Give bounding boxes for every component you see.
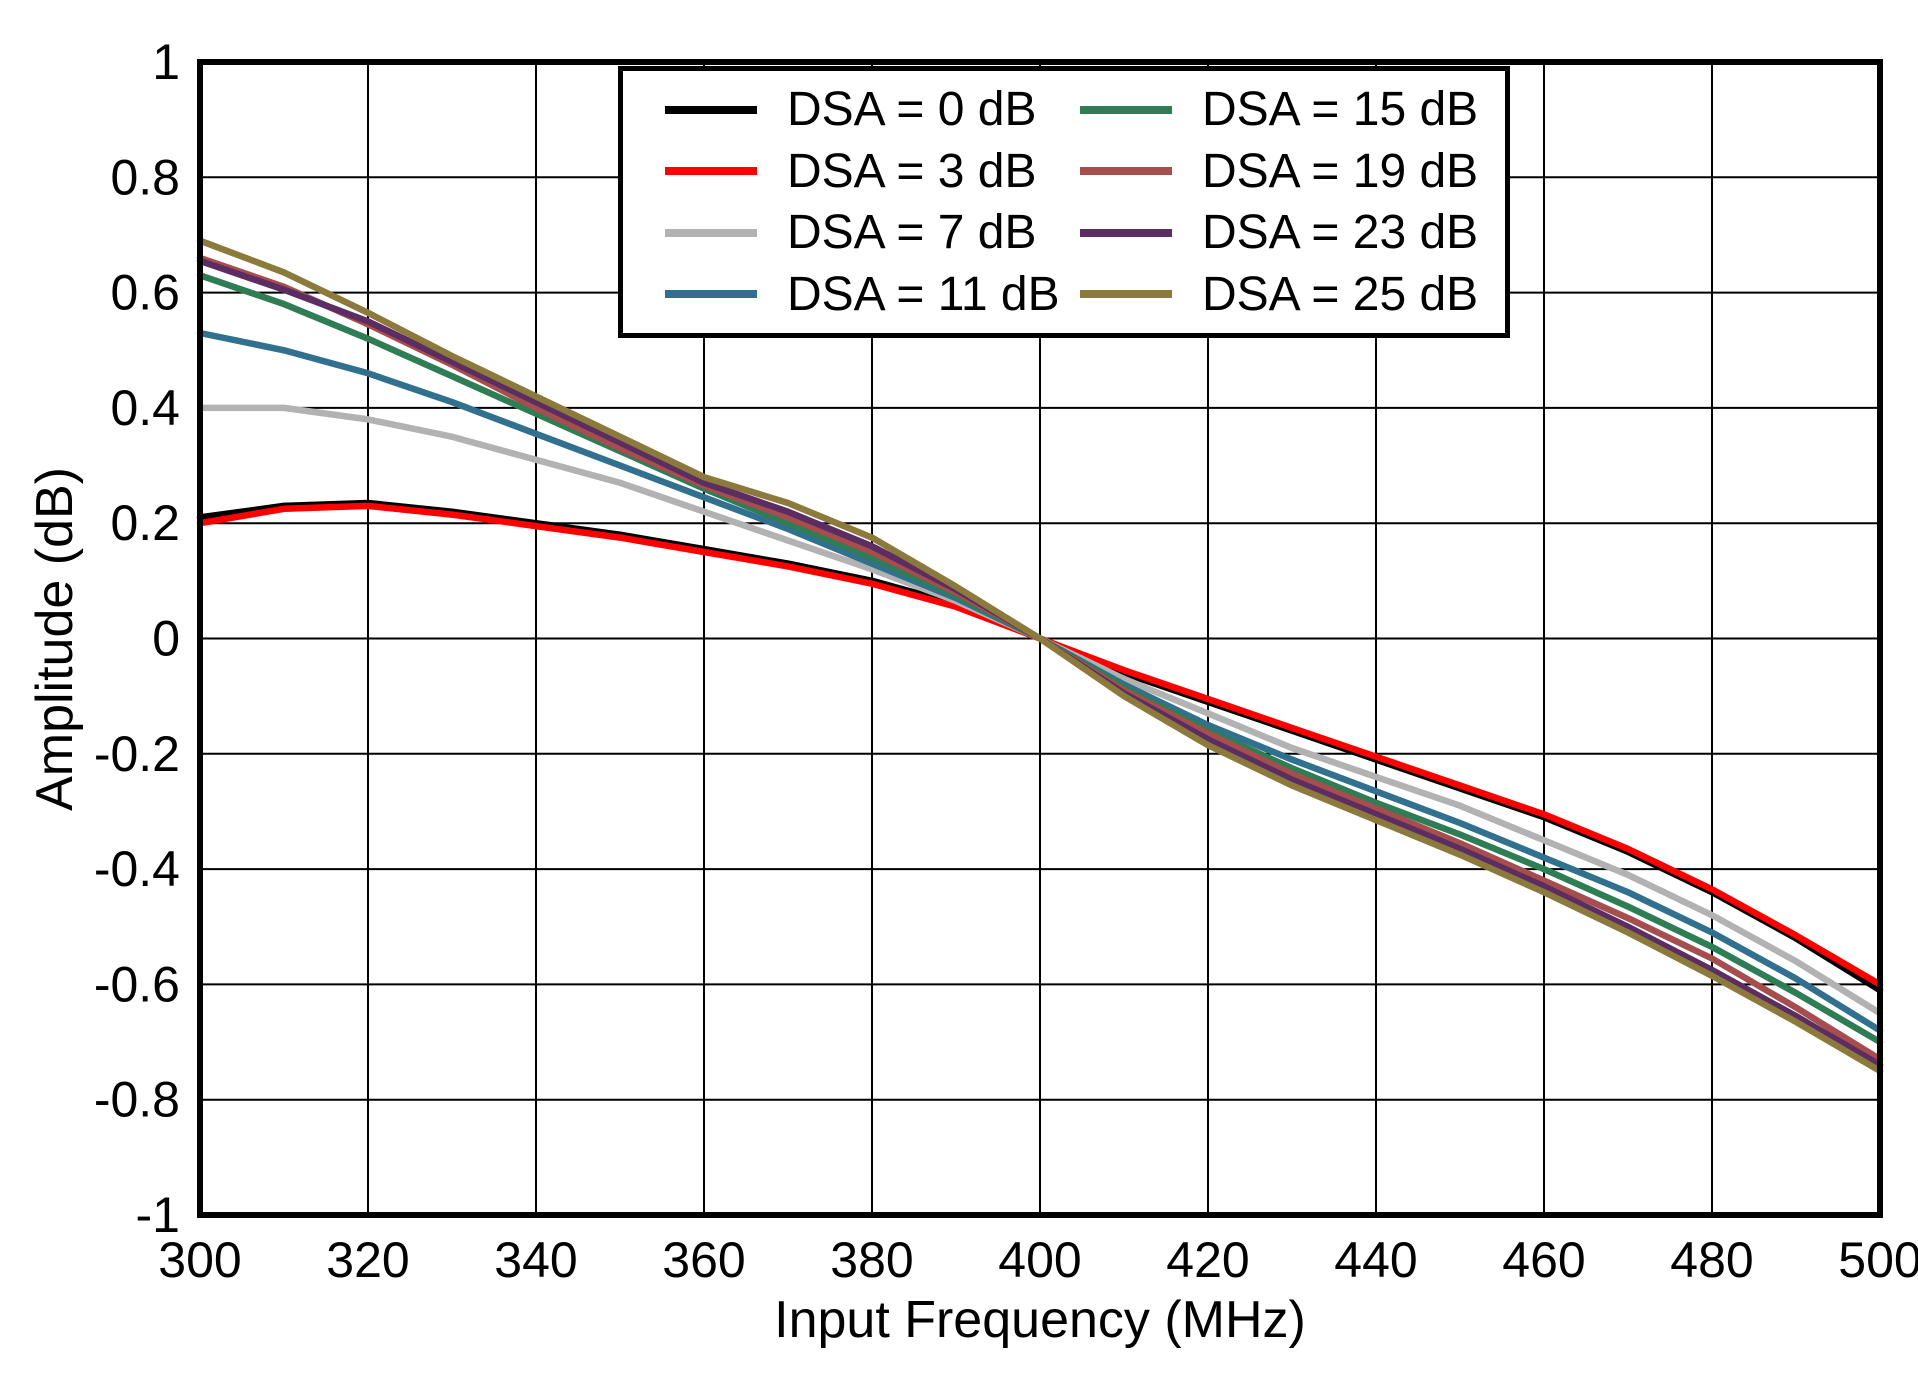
y-tick-label: 1: [152, 34, 180, 90]
x-axis-title: Input Frequency (MHz): [774, 1291, 1306, 1349]
legend-label: DSA = 15 dB: [1202, 83, 1479, 137]
y-tick-label: -0.2: [94, 726, 180, 782]
legend-item: DSA = 15 dB: [1080, 82, 1495, 137]
legend: DSA = 0 dB DSA = 3 dB DSA = 7 dB DSA = 11 d…: [618, 66, 1510, 338]
legend-item: DSA = 19 dB: [1080, 144, 1495, 199]
y-tick-label: -0.8: [94, 1072, 180, 1128]
x-axis-title-wrap: Input Frequency (MHz): [200, 1290, 1880, 1360]
legend-item: DSA = 11 dB: [665, 267, 1080, 322]
x-tick-label: 400: [998, 1232, 1081, 1288]
legend-label: DSA = 0 dB: [787, 83, 1037, 137]
legend-label: DSA = 11 dB: [787, 267, 1060, 321]
legend-item: DSA = 3 dB: [665, 144, 1080, 199]
legend-label: DSA = 23 dB: [1202, 206, 1479, 260]
y-tick-label: 0.4: [110, 380, 180, 436]
x-tick-label: 460: [1502, 1232, 1585, 1288]
legend-item: DSA = 0 dB: [665, 82, 1080, 137]
x-tick-label: 480: [1670, 1232, 1753, 1288]
legend-label: DSA = 25 dB: [1202, 267, 1479, 321]
legend-line-swatch: [665, 290, 757, 299]
y-tick-label: 0.2: [110, 495, 180, 551]
x-tick-label: 360: [662, 1232, 745, 1288]
x-tick-label: 320: [326, 1232, 409, 1288]
legend-line-swatch: [1080, 167, 1172, 176]
legend-label: DSA = 3 dB: [787, 144, 1037, 198]
plot-border: [197, 59, 1883, 1218]
legend-line-swatch: [1080, 105, 1172, 114]
y-tick-label: 0: [152, 611, 180, 667]
y-tick-label: -0.6: [94, 956, 180, 1012]
x-tick-label: 500: [1838, 1232, 1918, 1288]
legend-line-swatch: [1080, 290, 1172, 299]
x-tick-label: 420: [1166, 1232, 1249, 1288]
x-tick-label: 440: [1334, 1232, 1417, 1288]
legend-item: DSA = 7 dB: [665, 205, 1080, 260]
legend-line-swatch: [665, 167, 757, 176]
legend-line-swatch: [665, 228, 757, 237]
y-tick-label: 0.6: [110, 265, 180, 321]
y-tick-label: 0.8: [110, 149, 180, 205]
x-tick-label: 340: [494, 1232, 577, 1288]
legend-item: DSA = 23 dB: [1080, 205, 1495, 260]
x-tick-label: 380: [830, 1232, 913, 1288]
legend-label: DSA = 19 dB: [1202, 144, 1479, 198]
y-axis-title-wrap: Amplitude (dB): [0, 62, 110, 1215]
y-axis-title: Amplitude (dB): [26, 466, 84, 811]
legend-line-swatch: [665, 105, 757, 114]
legend-line-swatch: [1080, 228, 1172, 237]
series-line-dsa-25-db: [196, 237, 1884, 1075]
legend-label: DSA = 7 dB: [787, 206, 1037, 260]
y-tick-label: -1: [136, 1187, 180, 1243]
legend-item: DSA = 25 dB: [1080, 267, 1495, 322]
y-tick-label: -0.4: [94, 841, 180, 897]
x-tick-label: 300: [158, 1232, 241, 1288]
